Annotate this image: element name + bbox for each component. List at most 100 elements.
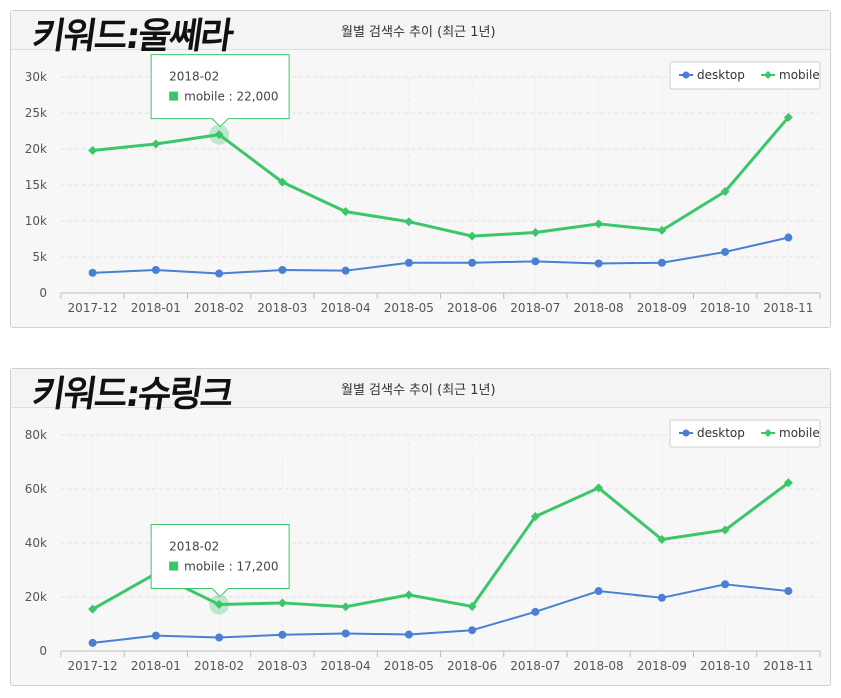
legend-marker-mobile — [764, 71, 772, 79]
data-point-mobile — [341, 207, 351, 217]
x-tick-label: 2018-06 — [447, 301, 497, 315]
y-tick-label: 15k — [25, 178, 47, 192]
x-tick-label: 2018-08 — [574, 301, 624, 315]
series-line-mobile — [91, 481, 790, 611]
x-tick-label: 2018-10 — [700, 301, 750, 315]
tooltip-swatch — [169, 91, 179, 101]
data-point-desktop — [215, 633, 224, 642]
legend-box — [669, 61, 821, 90]
x-tick-label: 2018-07 — [510, 659, 560, 673]
y-tick-label: 20k — [25, 142, 47, 156]
data-point-mobile — [277, 177, 287, 187]
data-point-desktop — [151, 631, 160, 640]
y-tick-label: 25k — [25, 106, 47, 120]
series-line-desktop — [92, 236, 789, 275]
x-tick-label: 2018-02 — [194, 301, 244, 315]
series-line-mobile — [92, 116, 790, 238]
data-point-mobile — [720, 186, 730, 196]
data-point-mobile — [467, 601, 477, 611]
y-tick-label: 0 — [39, 644, 47, 658]
data-point-mobile — [594, 483, 604, 493]
legend-marker-desktop — [682, 429, 690, 437]
x-tick-label: 2018-05 — [384, 301, 434, 315]
chart-panel-1: 키워드:울쎄라 월별 검색수 추이 (최근 1년) 0 5k 10k 15k 20k 25… — [10, 10, 831, 328]
series-line-desktop — [92, 583, 789, 644]
data-point-mobile — [657, 225, 667, 235]
data-point-desktop — [468, 626, 477, 635]
data-point-desktop — [657, 593, 666, 602]
data-point-mobile — [151, 139, 161, 149]
y-tick-label: 10k — [25, 214, 47, 228]
tooltip-value: mobile : 22,000 — [184, 90, 278, 104]
legend-label-desktop: desktop — [697, 426, 745, 440]
y-tick-label: 30k — [25, 70, 47, 84]
legend-label-desktop: desktop — [697, 68, 745, 82]
data-point-desktop — [721, 580, 730, 589]
data-point-mobile — [404, 590, 414, 600]
x-tick-label: 2018-06 — [447, 659, 497, 673]
data-point-desktop — [531, 257, 540, 266]
data-point-mobile — [214, 130, 224, 140]
data-point-desktop — [468, 258, 477, 267]
y-tick-label: 0 — [39, 286, 47, 300]
data-point-desktop — [88, 638, 97, 647]
legend: desktop mobile — [669, 419, 821, 448]
legend-marker-desktop — [682, 71, 690, 79]
chart-header: 키워드:울쎄라 월별 검색수 추이 (최근 1년) — [11, 11, 830, 57]
y-tick-label: 20k — [25, 590, 47, 604]
x-tick-label: 2018-01 — [131, 659, 181, 673]
x-tick-label: 2018-11 — [763, 659, 813, 673]
x-tick-label: 2018-04 — [321, 301, 371, 315]
tooltip: 2018-02 mobile : 17,200 — [150, 524, 290, 598]
x-tick-label: 2018-11 — [763, 301, 813, 315]
x-tick-label: 2018-09 — [637, 659, 687, 673]
data-point-desktop — [278, 265, 287, 274]
data-point-mobile — [720, 525, 730, 535]
legend-label-mobile: mobile — [779, 426, 820, 440]
data-point-desktop — [657, 258, 666, 267]
data-point-mobile — [277, 598, 287, 608]
legend-marker-mobile — [764, 429, 772, 437]
x-tick-label: 2018-10 — [700, 659, 750, 673]
tooltip-value: mobile : 17,200 — [184, 560, 278, 574]
data-point-desktop — [594, 587, 603, 596]
x-tick-label: 2018-01 — [131, 301, 181, 315]
chart-title: 월별 검색수 추이 (최근 1년) — [341, 383, 496, 398]
chart-panel-2: 키워드:슈링크 월별 검색수 추이 (최근 1년) 0 20k 40k 60k 80k 2… — [10, 368, 831, 686]
data-point-desktop — [594, 259, 603, 268]
x-tick-label: 2018-09 — [637, 301, 687, 315]
data-point-desktop — [278, 630, 287, 639]
data-point-mobile — [783, 112, 793, 122]
y-tick-label: 5k — [32, 250, 47, 264]
x-tick-label: 2018-08 — [574, 659, 624, 673]
chart-header: 키워드:슈링크 월별 검색수 추이 (최근 1년) — [11, 369, 830, 415]
tooltip-x-label: 2018-02 — [169, 540, 219, 554]
y-tick-label: 60k — [25, 482, 47, 496]
x-tick-label: 2018-07 — [510, 301, 560, 315]
x-tick-label: 2018-03 — [257, 301, 307, 315]
x-tick-label: 2018-03 — [257, 659, 307, 673]
data-point-desktop — [784, 587, 793, 596]
data-point-mobile — [657, 534, 667, 544]
data-point-desktop — [215, 269, 224, 278]
data-point-desktop — [88, 268, 97, 277]
tooltip-swatch — [169, 561, 179, 571]
data-point-mobile — [341, 602, 351, 612]
data-point-desktop — [341, 266, 350, 275]
x-tick-label: 2017-12 — [68, 301, 118, 315]
x-tick-label: 2018-02 — [194, 659, 244, 673]
data-point-mobile — [214, 600, 224, 610]
data-point-mobile — [404, 217, 414, 227]
tooltip-x-label: 2018-02 — [169, 70, 219, 84]
tooltip-box — [150, 524, 290, 598]
data-point-desktop — [341, 629, 350, 638]
legend-label-mobile: mobile — [779, 68, 820, 82]
data-point-desktop — [151, 265, 160, 274]
data-point-mobile — [783, 478, 793, 488]
data-point-desktop — [404, 258, 413, 267]
x-tick-label: 2017-12 — [68, 659, 118, 673]
data-point-desktop — [404, 630, 413, 639]
tooltip: 2018-02 mobile : 22,000 — [150, 54, 290, 128]
